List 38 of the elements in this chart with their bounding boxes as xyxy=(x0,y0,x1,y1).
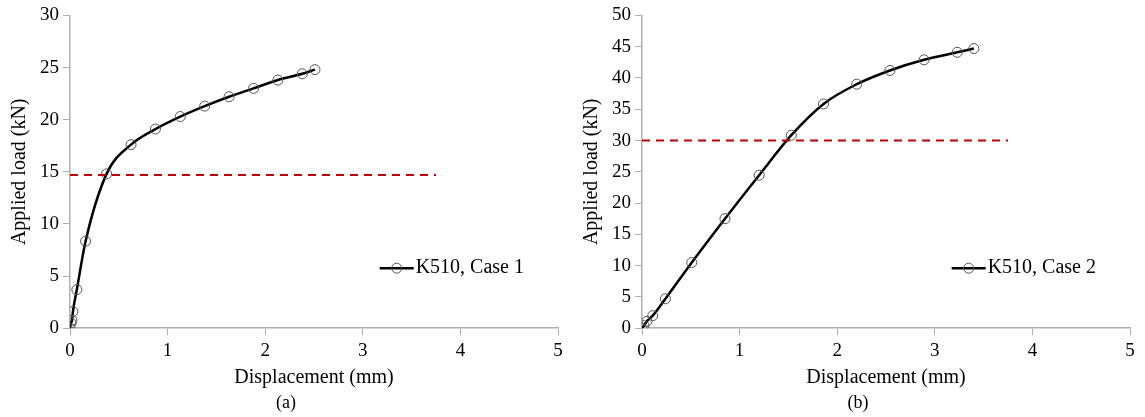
x-tick-label: 4 xyxy=(455,338,466,360)
legend-label: K510, Case 1 xyxy=(415,255,525,278)
x-tick-label: 0 xyxy=(637,338,647,360)
y-axis-title: Applied load (kN) xyxy=(579,98,603,246)
x-tick-label: 2 xyxy=(832,338,842,360)
x-axis-title: Displacement (mm) xyxy=(234,365,394,389)
y-tick-label: 0 xyxy=(49,316,59,338)
x-tick-label: 2 xyxy=(260,338,270,360)
y-tick-label: 30 xyxy=(612,128,631,150)
y-tick-label: 0 xyxy=(621,316,631,338)
y-tick-label: 25 xyxy=(612,159,631,181)
x-tick-label: 1 xyxy=(734,338,745,360)
y-tick-label: 20 xyxy=(40,107,59,129)
y-tick-label: 30 xyxy=(40,3,59,25)
y-tick-label: 45 xyxy=(612,34,631,56)
y-tick-label: 10 xyxy=(612,253,631,275)
y-tick-label: 25 xyxy=(40,55,59,77)
y-tick-label: 15 xyxy=(612,222,631,244)
legend-label: K510, Case 2 xyxy=(987,255,1097,278)
y-tick-label: 5 xyxy=(49,264,59,286)
y-tick-label: 5 xyxy=(621,284,631,306)
y-axis-title: Applied load (kN) xyxy=(7,98,31,246)
y-tick-label: 15 xyxy=(40,159,59,181)
x-tick-label: 0 xyxy=(65,338,75,360)
x-tick-label: 3 xyxy=(930,338,940,360)
x-axis-title: Displacement (mm) xyxy=(806,365,966,389)
text: (b) xyxy=(846,391,870,414)
x-tick-label: 5 xyxy=(553,338,563,360)
y-tick-label: 35 xyxy=(612,97,631,119)
x-tick-label: 5 xyxy=(1125,338,1135,360)
y-tick-label: 40 xyxy=(612,65,631,87)
y-tick-label: 10 xyxy=(40,211,59,233)
x-tick-label: 4 xyxy=(1027,338,1038,360)
y-tick-label: 20 xyxy=(612,191,631,213)
y-tick-label: 50 xyxy=(612,3,631,25)
text: (a) xyxy=(275,391,297,414)
x-tick-label: 1 xyxy=(162,338,173,360)
x-tick-label: 3 xyxy=(358,338,368,360)
